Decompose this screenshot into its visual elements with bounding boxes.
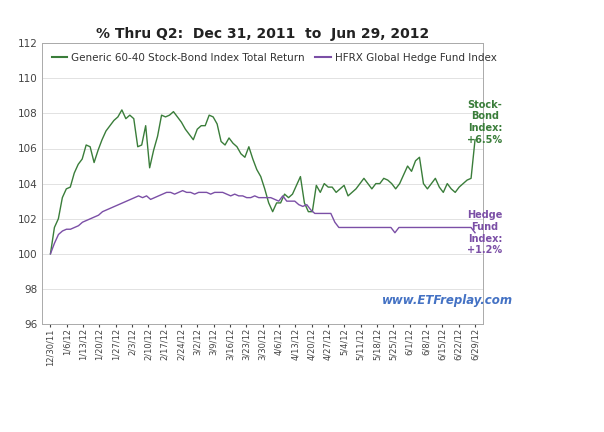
Legend: Generic 60-40 Stock-Bond Index Total Return, HFRX Global Hedge Fund Index: Generic 60-40 Stock-Bond Index Total Ret…	[48, 48, 501, 67]
Text: Hedge
Fund
Index:
+1.2%: Hedge Fund Index: +1.2%	[467, 210, 503, 255]
Title: % Thru Q2:  Dec 31, 2011  to  Jun 29, 2012: % Thru Q2: Dec 31, 2011 to Jun 29, 2012	[96, 27, 429, 41]
Text: Stock-
Bond
Index:
+6.5%: Stock- Bond Index: +6.5%	[467, 100, 503, 145]
Text: www.ETFreplay.com: www.ETFreplay.com	[382, 294, 513, 307]
